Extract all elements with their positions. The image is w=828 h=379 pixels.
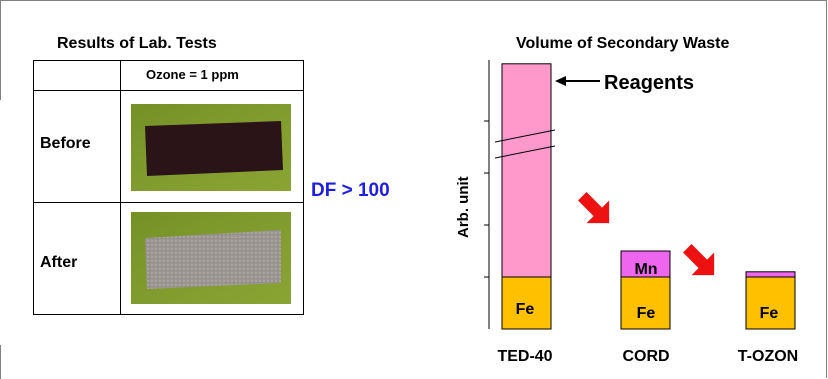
x-tick-label: TED-40 <box>497 348 552 365</box>
lab-results-table <box>33 60 304 315</box>
segment-label-fe: Fe <box>516 301 535 318</box>
lab-tests-title: Results of Lab. Tests <box>57 35 217 52</box>
axis-break-mark <box>494 145 556 159</box>
decrease-arrow-icon <box>683 244 715 276</box>
bar-mn-t-ozon <box>745 271 796 278</box>
sample-before-photo <box>131 104 291 191</box>
segment-label-mn: Mn <box>634 261 657 278</box>
x-tick-label: T-OZON <box>738 348 798 365</box>
slide-frame-left-bottom <box>0 345 1 379</box>
chart-title: Volume of Secondary Waste <box>516 35 730 52</box>
decrease-arrow-icon <box>578 192 610 224</box>
segment-label-fe: Fe <box>760 305 779 322</box>
reagents-annotation: Reagents <box>604 72 694 94</box>
table-row-divider <box>34 202 303 203</box>
ozone-column-header: Ozone = 1 ppm <box>146 67 239 82</box>
row-label-before: Before <box>40 135 91 152</box>
decrease-arrow-icon-shape <box>683 244 715 276</box>
bar-fe-cord <box>620 276 671 330</box>
decrease-arrow-icon-shape <box>578 192 610 224</box>
axis-break-mark <box>494 129 556 143</box>
segment-label-fe: Fe <box>637 305 656 322</box>
table-header-divider <box>34 90 303 91</box>
sample-after-photo <box>131 212 291 304</box>
x-tick-label: CORD <box>622 348 669 365</box>
bar-fe-t-ozon <box>745 276 796 330</box>
bar-mn-cord <box>620 250 671 278</box>
bar-reagents-ted-40 <box>501 63 552 278</box>
decontamination-factor-label: DF > 100 <box>311 180 390 201</box>
reagents-arrow-head <box>555 76 566 86</box>
table-col-divider <box>120 61 121 314</box>
y-axis-label: Arb. unit <box>455 176 472 238</box>
row-label-after: After <box>40 254 78 271</box>
slide-frame-left <box>0 0 1 100</box>
